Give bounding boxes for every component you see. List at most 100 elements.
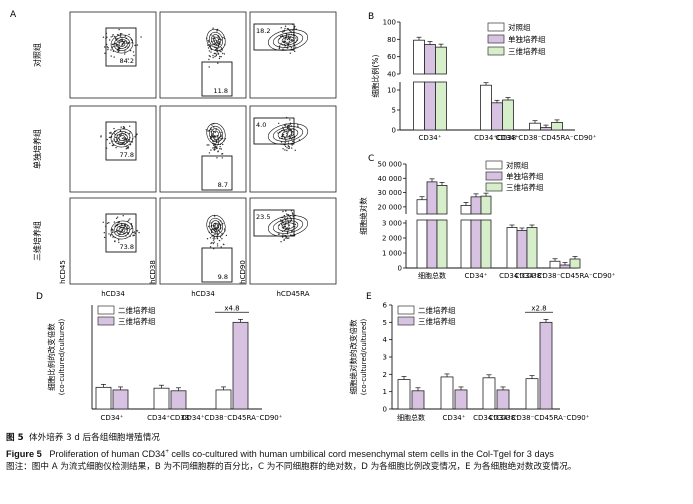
flow-event-dot — [128, 33, 130, 36]
flow-event-dot — [112, 140, 114, 142]
y-tick-label: 4 — [383, 336, 388, 344]
flow-event-dot — [108, 233, 110, 235]
flow-contour — [113, 131, 131, 145]
flow-event-dot — [109, 142, 111, 144]
flow-gate-value: 4.0 — [256, 121, 266, 129]
legend-swatch — [487, 34, 505, 44]
bar-lower — [413, 81, 425, 131]
bar-lower — [436, 219, 448, 269]
flow-contour — [211, 220, 221, 232]
flow-event-dot — [115, 45, 117, 47]
flow-event-dot — [218, 231, 221, 233]
row-label: 三维培养组 — [32, 221, 42, 261]
flow-event-dot — [117, 221, 119, 224]
bar-upper — [424, 44, 436, 75]
flow-event-dot — [286, 135, 288, 137]
flow-event-dot — [208, 50, 211, 52]
caption-note: 图注：图中 A 为流式细胞仪检测结果，B 为不同细胞群的百分比，C 为不同细胞群… — [6, 462, 577, 472]
flow-event-dot — [291, 39, 293, 41]
y-tick-label: 20 000 — [378, 203, 403, 211]
flow-event-dot — [297, 124, 299, 126]
flow-event-dot — [114, 35, 116, 38]
flow-event-dot — [283, 214, 286, 217]
flow-event-dot — [212, 144, 215, 146]
flow-event-dot — [121, 137, 124, 140]
flow-event-dot — [220, 51, 222, 53]
flow-event-dot — [287, 145, 290, 147]
flow-event-dot — [292, 213, 294, 215]
flow-event-dot — [210, 222, 212, 224]
x-tick-label: CD34⁺CD38⁻CD45RA⁻CD90⁺ — [489, 414, 590, 422]
flow-event-dot — [219, 55, 221, 58]
flow-event-dot — [278, 233, 280, 235]
y-tick-label: 30 000 — [378, 189, 403, 197]
flow-event-dot — [294, 149, 296, 151]
flow-contour — [213, 130, 219, 138]
flow-event-dot — [284, 149, 286, 151]
panel-label-a: A — [10, 10, 17, 20]
flow-event-dot — [127, 147, 129, 149]
flow-event-dot — [292, 216, 294, 218]
flow-event-dot — [103, 232, 106, 234]
flow-contour — [277, 34, 299, 46]
legend-label: 二维培养组 — [118, 305, 156, 315]
flow-event-dot — [106, 36, 108, 38]
legend-label: 对照组 — [508, 22, 531, 32]
y-axis-label: 细胞比例的改变倍数 — [46, 323, 56, 391]
flow-event-dot — [131, 41, 133, 44]
x-tick-label: CD34⁺CD38⁻ — [147, 414, 193, 422]
flow-event-dot — [290, 30, 292, 32]
flow-gate-value: 77.8 — [120, 151, 134, 159]
flow-event-dot — [134, 44, 136, 47]
flow-event-dot — [220, 47, 222, 49]
flow-event-dot — [132, 235, 134, 237]
flow-event-dot — [207, 130, 209, 132]
bar — [397, 379, 411, 410]
flow-plot-frame — [249, 197, 337, 285]
flow-event-dot — [216, 232, 218, 234]
flow-event-dot — [280, 241, 282, 243]
flow-contour — [110, 128, 134, 148]
flow-gate-value: 23.5 — [256, 213, 270, 221]
flow-event-dot — [104, 52, 106, 54]
legend-swatch — [397, 316, 415, 326]
bar-lower — [569, 258, 581, 269]
flow-event-dot — [216, 134, 218, 137]
flow-event-dot — [124, 53, 126, 55]
flow-gate — [201, 61, 233, 97]
flow-x-axis-label: hCD45RA — [277, 290, 310, 298]
flow-event-dot — [285, 132, 288, 134]
flow-event-dot — [286, 149, 288, 152]
flow-event-dot — [211, 235, 213, 237]
flow-event-dot — [112, 45, 114, 48]
caption-en-title-2: cells co-cultured with human umbilical c… — [168, 449, 554, 460]
flow-event-dot — [284, 224, 286, 226]
flow-event-dot — [217, 150, 219, 152]
flow-contour — [211, 34, 221, 46]
flow-event-dot — [287, 142, 290, 144]
legend-swatch — [97, 305, 115, 315]
x-tick-label: CD34⁺CD38⁻CD45RA⁻CD90⁺ — [496, 134, 597, 142]
flow-event-dot — [288, 128, 290, 131]
flow-event-dot — [218, 57, 221, 60]
bar-upper — [416, 199, 428, 215]
chart-panel-e: 0 1 2 3 4 5 6 细胞绝对数的改变倍数 (co-cultured/cultured) 细… — [348, 302, 590, 423]
flow-event-dot — [116, 229, 119, 231]
flow-event-dot — [217, 141, 219, 144]
legend-label: 三维培养组 — [506, 182, 544, 192]
bar-lower — [470, 219, 482, 269]
legend-label: 三维培养组 — [508, 46, 546, 56]
flow-event-dot — [110, 55, 112, 57]
flow-event-dot — [282, 133, 285, 136]
flow-event-dot — [216, 245, 219, 247]
flow-event-dot — [114, 240, 116, 243]
flow-event-dot — [112, 50, 115, 52]
flow-event-dot — [112, 34, 114, 36]
flow-event-dot — [212, 27, 214, 29]
flow-gate-value: 18.2 — [256, 27, 270, 35]
flow-gate-value: 73.8 — [120, 243, 134, 251]
flow-event-dot — [124, 35, 127, 37]
flow-event-dot — [116, 34, 119, 36]
flow-event-dot — [222, 52, 224, 55]
flow-event-dot — [215, 223, 217, 225]
